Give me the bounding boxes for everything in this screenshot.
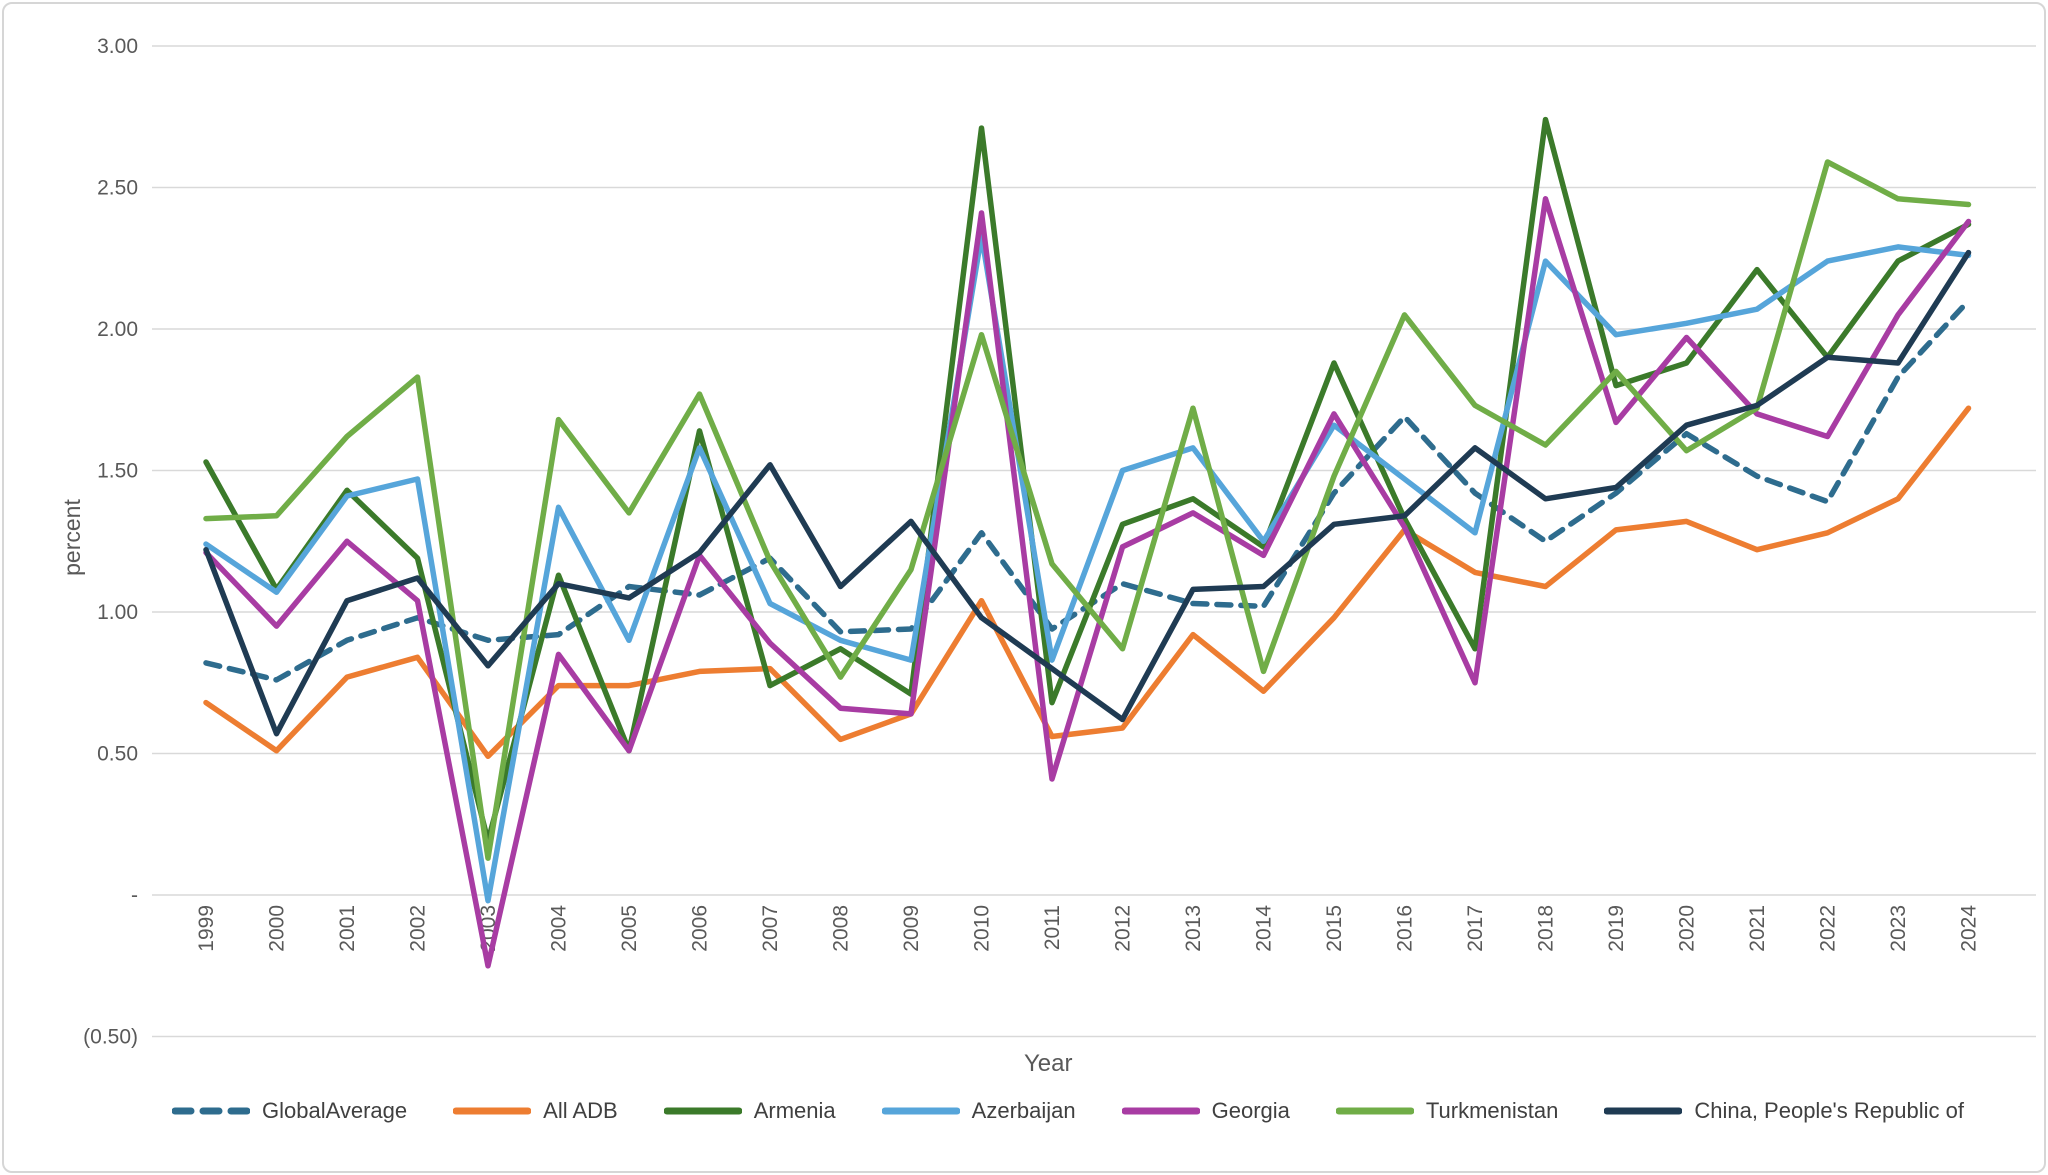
y-tick-label: - [131, 884, 138, 907]
legend-swatch-icon [1121, 1107, 1200, 1115]
legend-swatch-icon [172, 1107, 250, 1115]
y-tick-label: (0.50) [83, 1026, 138, 1049]
x-tick-label: 2024 [1958, 905, 1981, 952]
legend-label: GlobalAverage [262, 1098, 408, 1123]
x-tick-label: 2017 [1464, 905, 1487, 952]
x-tick-label: 2019 [1605, 905, 1628, 952]
x-tick-label: 2011 [1041, 905, 1064, 950]
y-tick-label: 1.50 [97, 460, 138, 483]
x-tick-label: 2010 [971, 905, 994, 952]
y-tick-label: 1.00 [97, 601, 138, 624]
legend-item: Armenia [663, 1098, 836, 1124]
series-line-azerbaijan [203, 232, 1972, 904]
x-axis-title: Year [1024, 1050, 1073, 1077]
legend-label: China, People's Republic of [1694, 1098, 1964, 1123]
x-tick-label: 2015 [1323, 905, 1346, 952]
series-line-china-people-s-republic-of [203, 249, 1972, 737]
x-tick-label: 2018 [1535, 905, 1558, 952]
x-tick-label: 2007 [759, 905, 782, 952]
x-tick-label: 2020 [1676, 905, 1699, 952]
legend-label: Azerbaijan [971, 1098, 1076, 1123]
y-tick-label: 0.50 [97, 743, 138, 766]
series-line-georgia [203, 196, 1972, 969]
x-tick-label: 2004 [548, 905, 571, 952]
legend-item: Azerbaijan [881, 1098, 1076, 1124]
y-axis-title: percent [58, 499, 85, 576]
x-tick-label: 2014 [1253, 905, 1276, 952]
x-tick-label: 2012 [1112, 905, 1135, 952]
legend-item: All ADB [453, 1098, 618, 1124]
x-tick-label: 2021 [1746, 905, 1769, 952]
series-line-all-adb [203, 405, 1972, 760]
legend-label: Armenia [753, 1098, 836, 1123]
legend-item: Turkmenistan [1335, 1098, 1559, 1124]
x-tick-label: 2001 [336, 905, 359, 952]
y-tick-label: 2.50 [97, 177, 138, 200]
legend-label: All ADB [543, 1098, 618, 1123]
x-tick-label: 2002 [407, 905, 430, 952]
legend-label: Georgia [1211, 1098, 1290, 1123]
legend-item: China, People's Republic of [1604, 1098, 1964, 1124]
x-tick-label: 2000 [266, 905, 289, 952]
x-tick-label: 1999 [195, 905, 218, 952]
x-tick-label: 2009 [900, 905, 923, 952]
legend-swatch-icon [663, 1107, 742, 1115]
legend-label: Turkmenistan [1425, 1098, 1559, 1123]
legend-swatch-icon [1604, 1107, 1683, 1115]
legend-swatch-icon [453, 1107, 532, 1115]
x-tick-label: 2023 [1887, 905, 1910, 952]
x-tick-label: 2016 [1394, 905, 1417, 952]
legend-swatch-icon [1335, 1107, 1414, 1115]
y-tick-label: 2.00 [97, 318, 138, 341]
x-tick-label: 2008 [830, 905, 853, 952]
x-tick-label: 2006 [689, 905, 712, 952]
legend-item: GlobalAverage [172, 1098, 407, 1124]
legend-swatch-icon [881, 1107, 960, 1115]
legend-item: Georgia [1121, 1098, 1290, 1124]
chart-legend: GlobalAverage All ADB Armenia Azerbaijan Geo… [172, 1098, 1964, 1124]
line-chart-plot: 3.00 2.50 2.00 1.50 1.00 0.50 - (0.50) 1999 2000 2… [83, 35, 2036, 1049]
x-tick-label: 2022 [1817, 905, 1840, 952]
y-tick-label: 3.00 [97, 35, 138, 58]
x-tick-label: 2013 [1182, 905, 1205, 952]
x-tick-label: 2005 [618, 905, 641, 952]
